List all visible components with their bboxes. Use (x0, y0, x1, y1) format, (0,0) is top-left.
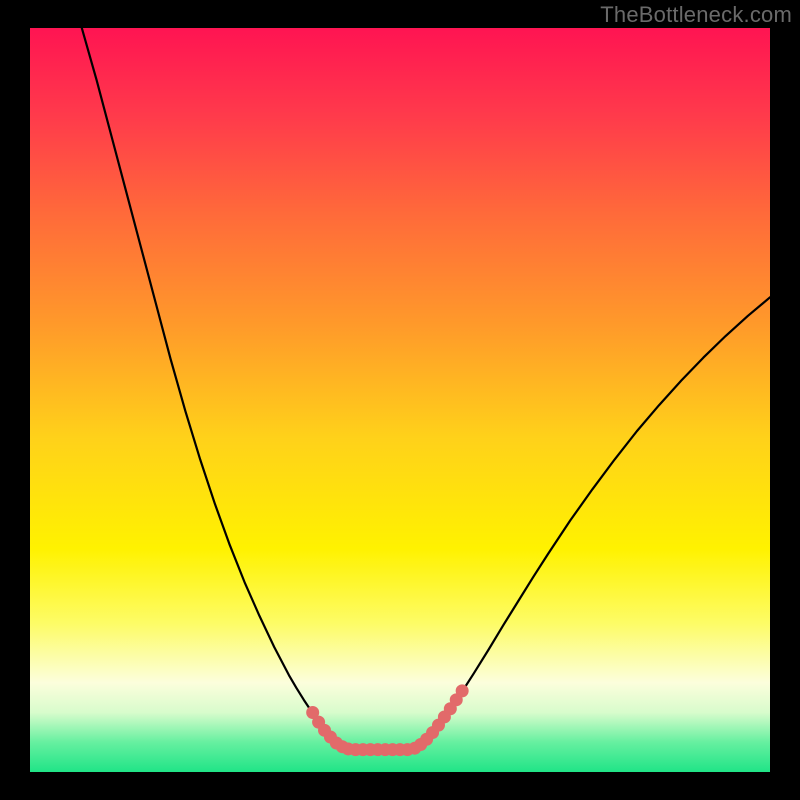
highlight-marker (456, 684, 469, 697)
chart-svg (30, 28, 770, 772)
chart-frame: { "meta": { "watermark_text": "TheBottle… (0, 0, 800, 800)
plot-area (30, 28, 770, 772)
watermark-text: TheBottleneck.com (600, 2, 792, 28)
chart-background (30, 28, 770, 772)
